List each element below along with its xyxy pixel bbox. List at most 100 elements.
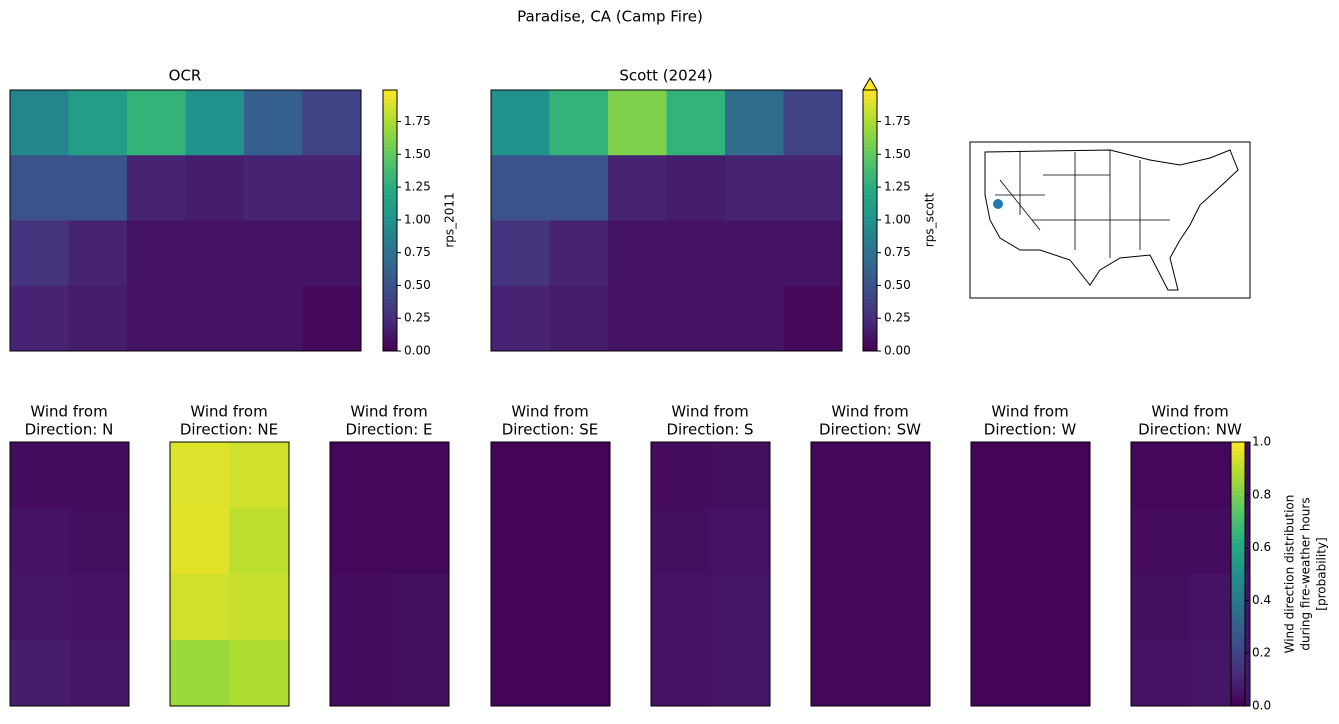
colorbar-segment	[383, 190, 397, 195]
colorbar-segment	[863, 120, 877, 126]
heat-cell	[389, 574, 450, 641]
axes-frame	[1130, 441, 1251, 707]
axes-frame	[9, 89, 362, 352]
colorbar-segment	[863, 116, 877, 121]
colorbar-segment	[1231, 459, 1245, 465]
colorbar-segment	[383, 216, 397, 221]
colorbar-segment	[383, 94, 397, 100]
heat-cell	[651, 442, 711, 509]
heat-cell	[330, 574, 390, 641]
colorbar-segment	[1231, 508, 1245, 513]
colorbar-segment	[863, 346, 877, 352]
heat-cell	[870, 442, 931, 509]
colorbar-segment	[1231, 692, 1245, 698]
heat-cell	[170, 574, 230, 641]
colorbar-segment	[383, 133, 397, 139]
colorbar-segment	[863, 264, 877, 269]
colorbar-segment	[863, 107, 877, 113]
colorbar-label: rps_2011	[443, 192, 457, 247]
heat-cell	[302, 155, 362, 221]
colorbar-segment	[1231, 582, 1245, 588]
colorbar-segment	[863, 163, 877, 169]
colorbar-label: during fire-weather hours	[1299, 497, 1313, 650]
heat-cell	[10, 220, 69, 287]
heat-cell	[651, 508, 711, 575]
colorbar-segment	[863, 324, 877, 330]
heat-cell	[69, 640, 130, 707]
heat-cell	[550, 640, 611, 707]
colorbar-tick-label: 1.50	[884, 147, 911, 161]
heat-cell	[229, 640, 290, 707]
colorbar-segment	[1231, 662, 1245, 667]
heat-cell	[549, 90, 609, 156]
colorbar-frame	[862, 89, 878, 352]
colorbar-segment	[863, 159, 877, 165]
colorbar-segment	[1231, 600, 1245, 606]
colorbar-segment	[383, 142, 397, 148]
colorbar-segment	[383, 146, 397, 152]
colorbar-segment	[863, 137, 877, 143]
axes-frame	[490, 89, 843, 352]
colorbar-segment	[863, 277, 877, 282]
heat-cell	[10, 574, 70, 641]
colorbar-segment	[383, 90, 397, 95]
panel-title: Direction: SW	[819, 421, 921, 439]
colorbar-segment	[383, 150, 397, 156]
panel-title: Wind from	[350, 403, 427, 421]
colorbar-segment	[383, 250, 397, 256]
heat-cell	[244, 155, 303, 221]
heat-cell	[651, 574, 711, 641]
colorbar-segment	[1231, 477, 1245, 483]
heat-cell	[608, 155, 667, 221]
heat-cell	[127, 220, 186, 287]
colorbar-segment	[863, 229, 877, 235]
heat-cell	[1030, 508, 1091, 575]
colorbar-segment	[383, 207, 397, 213]
heat-cell	[710, 640, 771, 707]
panel-title: Wind from	[831, 403, 908, 421]
colorbar-segment	[383, 198, 397, 204]
colorbar-segment	[383, 255, 397, 261]
colorbar-segment	[383, 242, 397, 248]
heat-cell	[549, 155, 609, 221]
colorbar-tick-label: 0.75	[404, 245, 431, 259]
colorbar-label: Wind direction distribution	[1283, 495, 1297, 654]
heat-cell	[783, 155, 843, 221]
colorbar-segment	[383, 281, 397, 287]
panel-title: Direction: NE	[180, 421, 278, 439]
panel-title: Wind from	[991, 403, 1068, 421]
colorbar-segment	[1231, 640, 1245, 645]
heat-cell	[491, 640, 551, 707]
colorbar-segment	[1231, 472, 1245, 478]
heat-cell	[1030, 640, 1091, 707]
colorbar-segment	[383, 285, 397, 291]
colorbar-tick-label: 0.00	[884, 344, 911, 358]
colorbar-segment	[1231, 538, 1245, 544]
colorbar-segment	[863, 211, 877, 217]
colorbar-segment	[863, 216, 877, 221]
colorbar-segment	[863, 207, 877, 213]
panel-title: Direction: SE	[502, 421, 599, 439]
colorbar-segment	[383, 168, 397, 174]
colorbar-segment	[863, 233, 877, 239]
colorbar-segment	[863, 281, 877, 287]
colorbar-segment	[383, 203, 397, 208]
colorbar-segment	[383, 233, 397, 239]
colorbar-segment	[863, 285, 877, 291]
colorbar-tick-label: 0.2	[1252, 646, 1271, 660]
colorbar-tick-label: 1.75	[404, 114, 431, 128]
colorbar-segment	[383, 181, 397, 187]
heat-cell	[549, 285, 609, 352]
heat-cell	[68, 90, 128, 156]
colorbar-tick-label: 0.6	[1252, 540, 1271, 554]
colorbar-segment	[863, 129, 877, 134]
colorbar-tick-label: 0.25	[404, 311, 431, 325]
heat-cell	[491, 155, 550, 221]
colorbar-segment	[1231, 552, 1245, 557]
colorbar-segment	[383, 337, 397, 343]
colorbar-segment	[1231, 644, 1245, 650]
heat-cell	[491, 508, 551, 575]
heat-cell	[389, 508, 450, 575]
colorbar-frame	[1230, 441, 1246, 707]
